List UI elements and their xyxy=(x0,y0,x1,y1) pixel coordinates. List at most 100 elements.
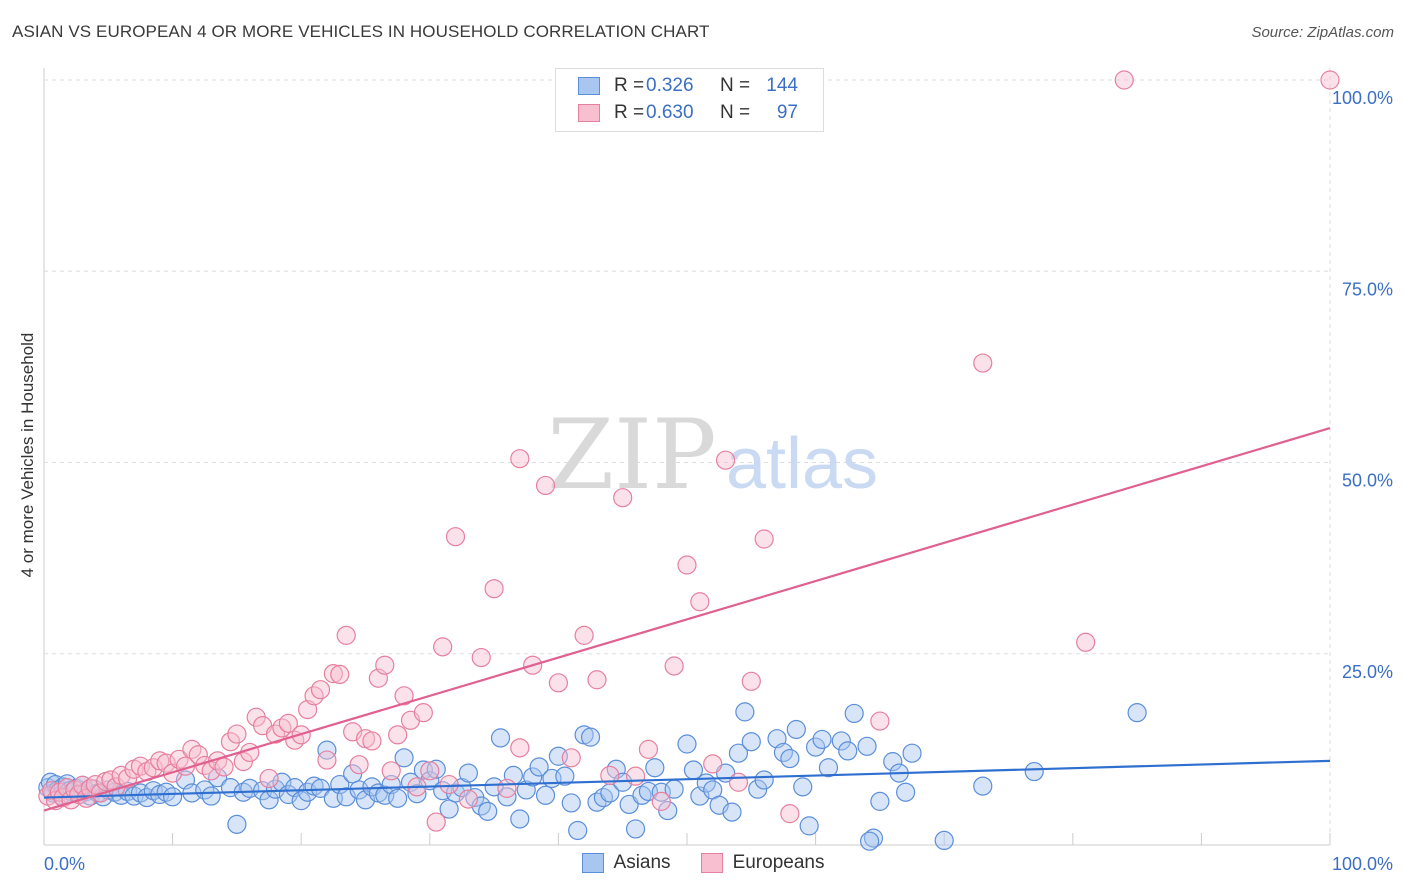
data-point-asians xyxy=(786,719,806,740)
series-asians xyxy=(38,702,1147,851)
legend-n-label: N = xyxy=(720,75,751,96)
data-point-asians xyxy=(883,752,903,772)
data-point-asians xyxy=(754,770,774,790)
data-point-europeans xyxy=(548,673,569,693)
data-point-asians xyxy=(741,732,761,752)
data-point-europeans xyxy=(561,748,581,768)
data-point-europeans xyxy=(381,761,401,781)
data-point-europeans xyxy=(214,757,234,777)
data-point-europeans xyxy=(625,766,646,786)
data-point-asians xyxy=(722,802,742,822)
watermark-atlas: atlas xyxy=(726,424,878,504)
legend-n-value: 97 xyxy=(776,102,798,123)
legend-row-europeans: R = 0.630 N = 97 xyxy=(578,100,798,126)
data-point-europeans xyxy=(728,772,749,792)
data-point-europeans xyxy=(613,488,633,508)
trend-lines xyxy=(43,427,1331,812)
data-point-europeans xyxy=(388,725,408,745)
legend-item-asians[interactable]: Asians xyxy=(581,852,671,874)
data-point-europeans xyxy=(574,625,594,645)
data-point-europeans xyxy=(394,686,414,706)
data-point-europeans xyxy=(1076,632,1096,652)
legend-r-value: 0.630 xyxy=(646,102,694,123)
data-point-asians xyxy=(555,766,575,786)
data-point-europeans xyxy=(664,656,684,676)
swatch-europeans xyxy=(700,853,723,873)
legend-label-asians: Asians xyxy=(613,852,671,873)
data-point-europeans xyxy=(375,655,395,675)
data-point-asians xyxy=(458,763,478,783)
data-point-europeans xyxy=(535,475,556,496)
data-point-europeans xyxy=(420,761,440,781)
legend-r-label: R = xyxy=(614,75,645,96)
data-point-asians xyxy=(407,784,427,804)
data-point-europeans xyxy=(317,750,337,770)
data-point-asians xyxy=(510,809,530,829)
data-point-europeans xyxy=(156,753,176,773)
data-point-europeans xyxy=(433,637,453,657)
data-point-europeans xyxy=(445,527,466,547)
data-point-asians xyxy=(805,737,826,757)
source-label: Source: ZipAtlas.com xyxy=(1251,24,1394,41)
legend-row-asians: R = 0.326 N = 144 xyxy=(578,73,798,99)
legend-r-label: R = xyxy=(614,102,645,123)
data-point-asians xyxy=(735,702,755,722)
data-point-asians xyxy=(535,785,556,805)
data-point-asians xyxy=(561,793,581,813)
data-point-europeans xyxy=(323,664,343,684)
series-legend: Asians Europeans xyxy=(0,852,1406,874)
data-point-asians xyxy=(426,759,446,779)
data-point-europeans xyxy=(240,742,260,763)
data-point-europeans xyxy=(349,755,369,775)
data-point-asians xyxy=(568,820,588,841)
data-point-europeans xyxy=(715,450,736,470)
swatch-asians xyxy=(581,853,604,873)
data-point-europeans xyxy=(600,765,620,785)
data-point-asians xyxy=(317,740,337,760)
y-tick-label: 25.0% xyxy=(1342,662,1393,682)
data-point-europeans xyxy=(362,731,382,751)
data-point-asians xyxy=(728,743,749,763)
data-point-europeans xyxy=(651,791,671,811)
data-point-asians xyxy=(793,777,813,797)
data-point-europeans xyxy=(42,781,62,801)
data-point-europeans xyxy=(484,579,504,599)
data-point-europeans xyxy=(973,353,993,373)
legend-item-europeans[interactable]: Europeans xyxy=(700,852,825,874)
data-point-asians xyxy=(973,776,993,796)
data-point-europeans xyxy=(510,449,530,469)
watermark: ZIP atlas xyxy=(547,399,878,511)
watermark-zip: ZIP xyxy=(547,399,716,511)
data-point-europeans xyxy=(278,713,298,733)
data-point-asians xyxy=(902,743,922,763)
data-point-europeans xyxy=(497,778,517,798)
data-point-europeans xyxy=(780,804,800,824)
data-point-asians xyxy=(780,748,800,769)
trend-line-europeans xyxy=(43,427,1331,812)
stats-legend: R = 0.326 N = 144 R = 0.630 N = 97 xyxy=(555,68,824,132)
data-point-asians xyxy=(394,748,414,768)
y-tick-label: 75.0% xyxy=(1342,279,1393,299)
x-tick-label: 0.0% xyxy=(44,854,85,874)
data-point-asians xyxy=(934,830,954,851)
data-points xyxy=(38,70,1340,851)
data-point-europeans xyxy=(1114,70,1134,90)
data-point-asians xyxy=(844,703,864,724)
data-point-asians xyxy=(812,729,832,750)
data-point-europeans xyxy=(439,774,459,795)
data-point-asians xyxy=(201,786,221,806)
data-point-europeans xyxy=(754,529,774,549)
data-point-asians xyxy=(645,758,665,778)
data-point-europeans xyxy=(458,789,478,809)
data-point-europeans xyxy=(310,680,331,700)
data-point-europeans xyxy=(227,724,247,744)
data-point-asians xyxy=(870,791,890,811)
data-point-europeans xyxy=(510,738,530,758)
data-point-asians xyxy=(163,787,183,807)
data-point-asians xyxy=(677,734,697,754)
series-europeans xyxy=(38,70,1340,832)
legend-label-europeans: Europeans xyxy=(732,852,825,873)
data-point-europeans xyxy=(677,555,697,575)
x-tick-label: 100.0% xyxy=(1332,854,1393,874)
